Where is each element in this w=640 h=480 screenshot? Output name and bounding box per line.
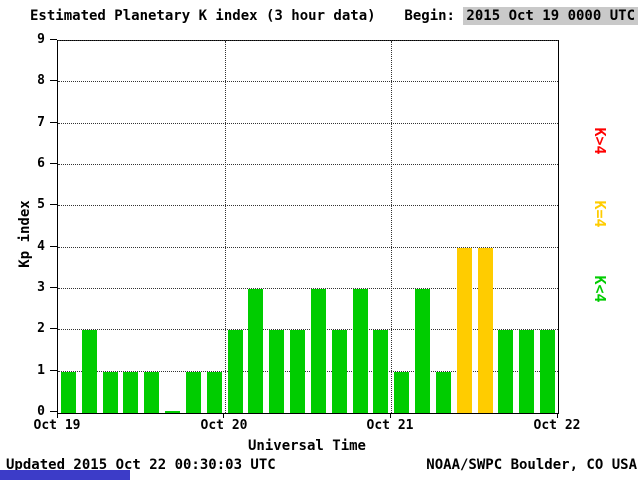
kp-bar bbox=[352, 289, 368, 413]
gridline-horizontal bbox=[58, 370, 558, 372]
kp-bar bbox=[185, 371, 201, 413]
kp-bar bbox=[227, 330, 243, 413]
y-tick-label: 3 bbox=[37, 280, 45, 296]
kp-bar bbox=[144, 371, 160, 413]
x-tick-mark bbox=[556, 413, 558, 418]
y-tick-label: 0 bbox=[37, 404, 45, 419]
y-tick-label: 8 bbox=[37, 73, 45, 89]
legend-item-k-gt-4: K>4 bbox=[591, 127, 609, 155]
x-tick-mark bbox=[56, 413, 58, 418]
y-tick-label: 4 bbox=[37, 238, 45, 254]
y-tick-mark bbox=[50, 411, 57, 412]
gridline-horizontal bbox=[58, 122, 558, 124]
y-tick-mark bbox=[50, 80, 57, 82]
y-tick-mark bbox=[50, 39, 57, 40]
y-tick-label: 1 bbox=[37, 362, 45, 378]
x-axis-title: Universal Time bbox=[247, 438, 366, 454]
begin-label: Begin: bbox=[404, 8, 455, 24]
begin-value: 2015 Oct 19 0000 UTC bbox=[463, 7, 638, 25]
x-tick-label: Oct 21 bbox=[366, 418, 414, 433]
y-tick-label: 5 bbox=[37, 197, 45, 213]
kp-bar bbox=[456, 247, 472, 413]
x-tick-label: Oct 22 bbox=[533, 418, 581, 433]
x-tick-label: Oct 20 bbox=[200, 418, 248, 433]
gridline-horizontal bbox=[58, 246, 558, 248]
y-axis: 0 1 2 3 4 5 6 7 8 9 bbox=[28, 32, 57, 419]
gridline-horizontal bbox=[58, 164, 558, 165]
kp-bar bbox=[498, 330, 514, 413]
kp-bar bbox=[540, 330, 556, 413]
kp-bar bbox=[60, 371, 76, 413]
gridline-horizontal bbox=[58, 40, 558, 41]
gridline-horizontal bbox=[58, 81, 558, 83]
y-tick-label: 9 bbox=[37, 32, 45, 47]
gridline-vertical bbox=[224, 41, 226, 413]
x-axis-ticks bbox=[56, 412, 558, 418]
kp-bar bbox=[81, 330, 97, 413]
kp-bar bbox=[165, 411, 181, 413]
kp-bar bbox=[373, 330, 389, 413]
plot-area bbox=[57, 40, 559, 414]
y-tick-label: 7 bbox=[37, 114, 45, 130]
y-tick-label: 2 bbox=[37, 321, 45, 337]
y-tick-mark bbox=[50, 121, 57, 123]
kp-bar bbox=[310, 289, 326, 413]
kp-bar bbox=[248, 289, 264, 413]
gridline-horizontal bbox=[58, 329, 558, 331]
gridline-horizontal bbox=[58, 205, 558, 207]
kp-bar bbox=[290, 330, 306, 413]
kp-bar bbox=[435, 371, 451, 413]
gridline-horizontal bbox=[58, 288, 558, 289]
kp-bar bbox=[331, 330, 347, 413]
y-tick-mark bbox=[50, 369, 57, 371]
kp-bar bbox=[519, 330, 535, 413]
bottom-blue-artifact bbox=[0, 470, 130, 480]
legend-item-k-eq-4: K=4 bbox=[591, 200, 609, 228]
y-tick-mark bbox=[50, 245, 57, 247]
legend-item-k-lt-4: K<4 bbox=[591, 275, 609, 303]
x-tick-mark bbox=[223, 413, 225, 418]
x-tick-labels: Oct 19 Oct 20 Oct 21 Oct 22 bbox=[0, 418, 640, 434]
kp-bar bbox=[269, 330, 285, 413]
updated-timestamp: Updated 2015 Oct 22 00:30:03 UTC bbox=[6, 457, 276, 473]
kp-bar bbox=[477, 247, 493, 413]
kp-bar bbox=[206, 371, 222, 413]
y-tick-mark bbox=[50, 204, 57, 206]
begin-datetime: Begin: 2015 Oct 19 0000 UTC bbox=[404, 7, 638, 25]
x-tick-label: Oct 19 bbox=[33, 418, 81, 433]
kp-bar bbox=[394, 371, 410, 413]
y-tick-mark bbox=[50, 287, 57, 288]
y-tick-mark bbox=[50, 163, 57, 164]
source-attribution: NOAA/SWPC Boulder, CO USA bbox=[426, 457, 637, 473]
chart-title: Estimated Planetary K index (3 hour data… bbox=[30, 8, 376, 24]
gridline-vertical bbox=[391, 41, 393, 413]
kp-bar bbox=[123, 371, 139, 413]
y-tick-mark bbox=[50, 328, 57, 330]
y-tick-label: 6 bbox=[37, 156, 45, 172]
x-tick-mark bbox=[389, 413, 391, 418]
kp-bar bbox=[415, 289, 431, 413]
kp-bar bbox=[102, 371, 118, 413]
